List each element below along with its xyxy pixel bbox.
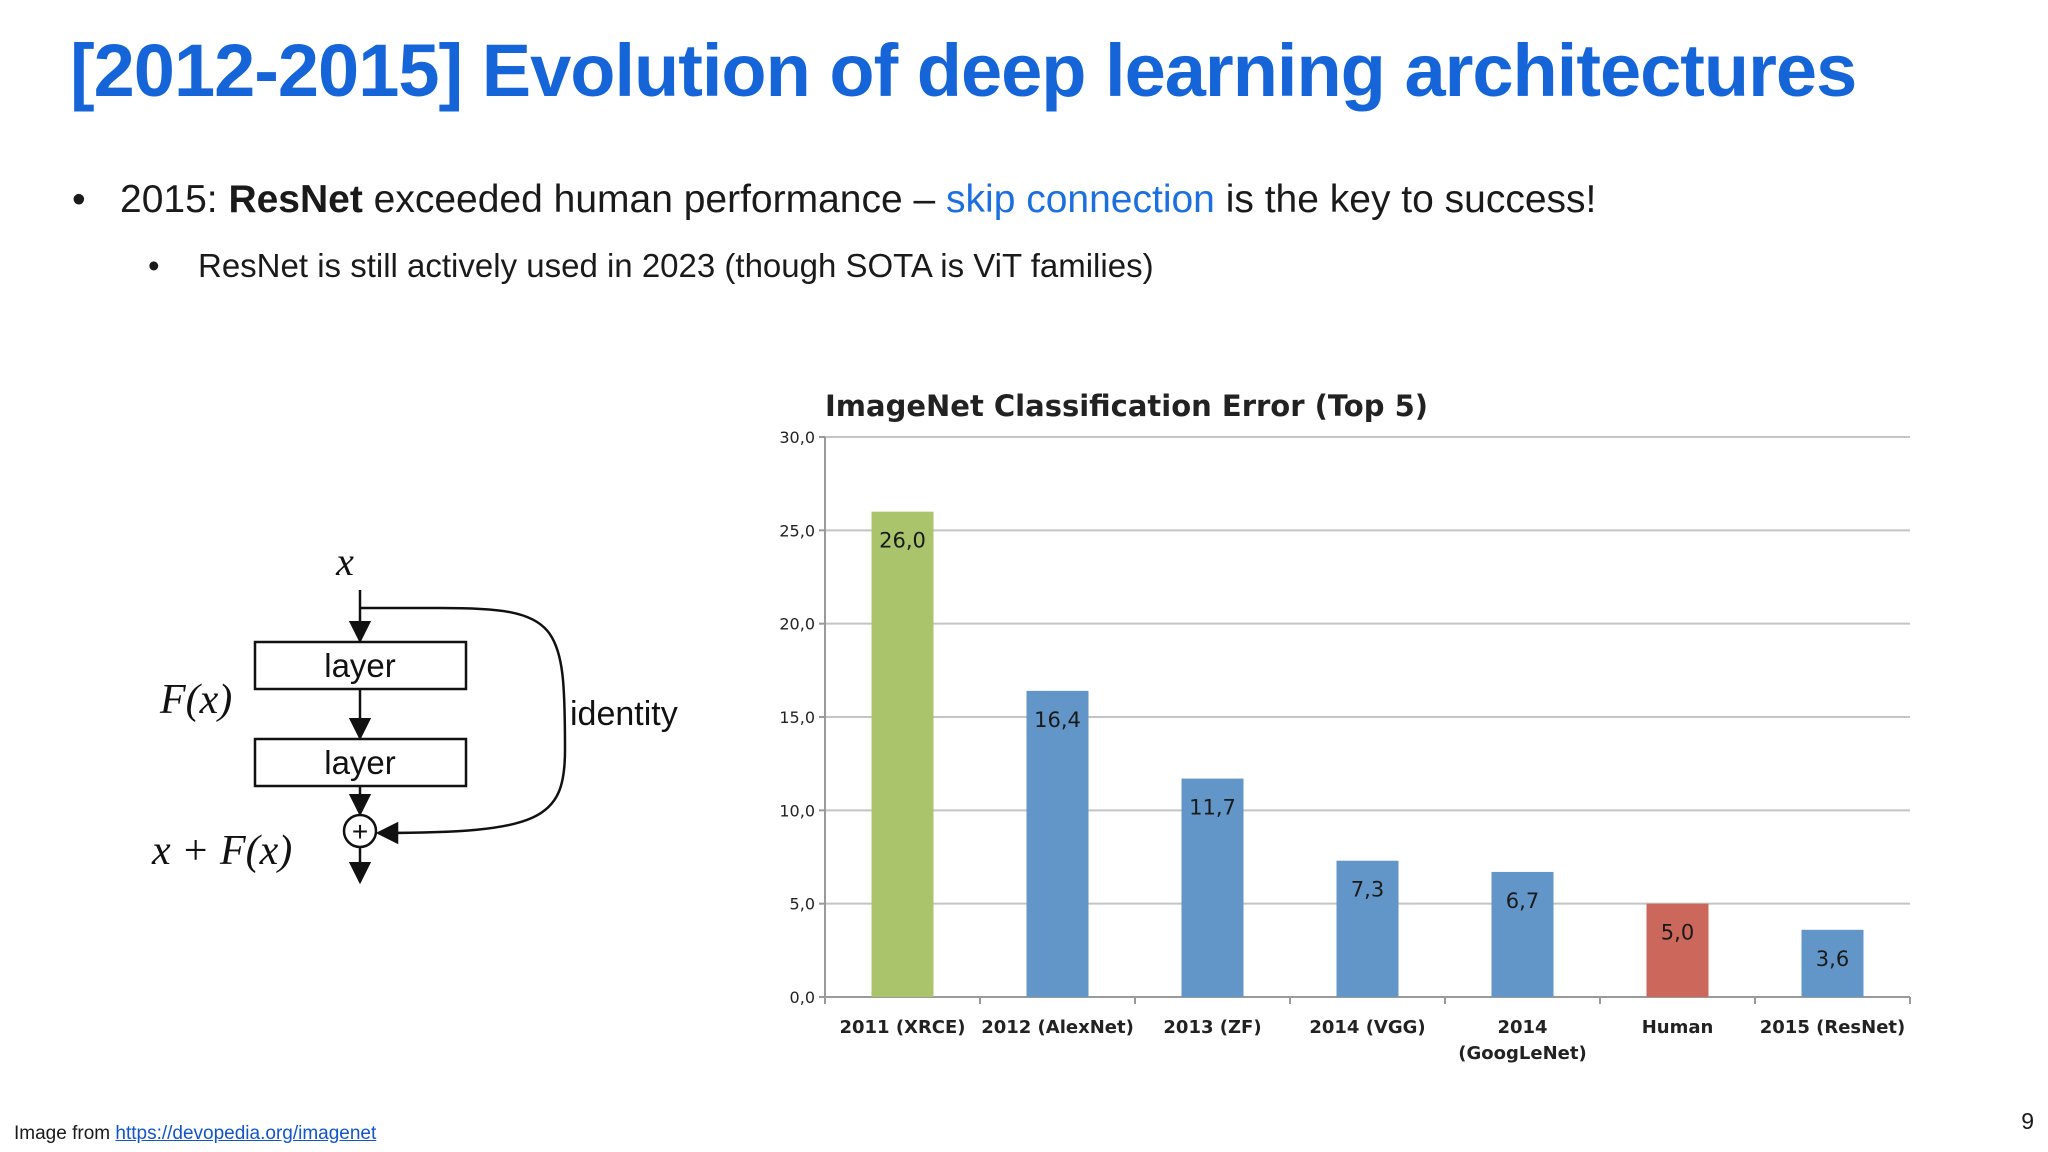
function-label: F(x)	[159, 677, 232, 723]
bar	[1491, 871, 1554, 997]
category-label: 2011 (XRCE)	[839, 1017, 965, 1038]
layer-2-label: layer	[324, 744, 396, 781]
bullet-bold-resnet: ResNet	[228, 178, 363, 221]
identity-label: identity	[570, 695, 678, 733]
bar	[1336, 860, 1399, 997]
y-tick-label: 30,0	[779, 428, 815, 447]
bar-value-label: 16,4	[1034, 708, 1081, 732]
y-tick-label: 15,0	[779, 708, 815, 727]
bullet-highlight: skip connection	[946, 178, 1215, 221]
bar	[1801, 929, 1864, 997]
layer-1-label: layer	[324, 647, 396, 684]
category-label: 2013 (ZF)	[1163, 1017, 1261, 1038]
residual-block-diagram: x layer layer + F(x) identity x + F(x)	[151, 539, 678, 885]
y-tick-label: 10,0	[779, 801, 815, 820]
credit-link[interactable]: https://devopedia.org/imagenet	[115, 1123, 377, 1144]
sub-bullet-text: ResNet is still actively used in 2023 (t…	[198, 247, 1154, 284]
y-tick-label: 25,0	[779, 521, 815, 540]
y-tick-label: 20,0	[779, 615, 815, 634]
credit-prefix: Image from	[14, 1123, 116, 1144]
bar	[1646, 903, 1709, 997]
bar-value-label: 26,0	[879, 529, 926, 553]
slide-title: [2012-2015] Evolution of deep learning a…	[70, 29, 1857, 112]
bullet-tail: is the key to success!	[1214, 178, 1597, 221]
bullet-resnet: • 2015: ResNet exceeded human performance…	[72, 178, 1596, 222]
sub-bullet-marker: •	[148, 247, 160, 284]
bar	[1026, 690, 1089, 997]
chart-title: ImageNet Classification Error (Top 5)	[825, 389, 1428, 423]
output-label: x + F(x)	[151, 828, 292, 874]
identity-skip-path	[360, 606, 567, 845]
bar-value-label: 5,0	[1661, 921, 1694, 945]
category-label: 2014 (VGG)	[1309, 1017, 1425, 1038]
bar-value-label: 3,6	[1816, 947, 1849, 971]
imagenet-error-chart: ImageNet Classification Error (Top 5) 0,0…	[779, 389, 1911, 1064]
category-label: 2015 (ResNet)	[1760, 1017, 1905, 1038]
bar-value-label: 7,3	[1351, 878, 1384, 902]
category-label: 2014	[1497, 1017, 1547, 1038]
category-label: Human	[1642, 1017, 1714, 1038]
bar-value-label: 11,7	[1189, 796, 1236, 820]
bullet-marker: •	[72, 178, 86, 221]
bullet-mid: exceeded human performance –	[362, 178, 947, 221]
category-label: 2012 (AlexNet)	[981, 1017, 1134, 1038]
plus-symbol: +	[352, 816, 368, 847]
input-x-label: x	[335, 539, 354, 584]
bullet-lead: 2015:	[120, 178, 229, 221]
sub-bullet-resnet-usage: • ResNet is still actively used in 2023 (…	[148, 247, 1154, 285]
layer-box-2	[253, 737, 468, 788]
y-tick-label: 0,0	[790, 988, 815, 1007]
image-credit: Image from https://devopedia.org/imagene…	[14, 1123, 376, 1145]
bar	[871, 511, 934, 997]
chart-container: ImageNet Classification Error (Top 5) 0,0…	[770, 375, 1930, 1080]
bar	[1181, 778, 1244, 997]
bar-value-label: 6,7	[1506, 889, 1539, 913]
page-number: 9	[2021, 1108, 2034, 1134]
category-label: (GoogLeNet)	[1458, 1043, 1586, 1064]
y-tick-label: 5,0	[790, 895, 815, 914]
